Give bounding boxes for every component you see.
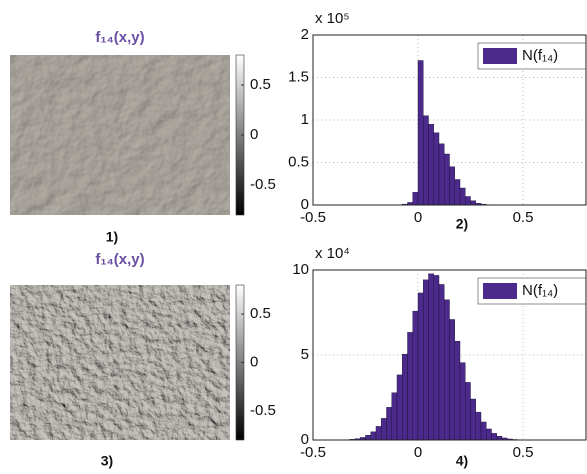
y-tick-label: 0 [301, 196, 309, 213]
y-tick-label: 2 [301, 26, 309, 43]
histogram-bar [449, 166, 455, 206]
histogram-bar [465, 382, 471, 441]
histogram-bar [428, 124, 434, 206]
histogram-bar [496, 436, 503, 441]
histogram-bar [444, 299, 450, 441]
axes-frame [312, 34, 587, 206]
histogram-bar [423, 115, 429, 206]
histogram-bar [433, 132, 440, 206]
histogram-bar [433, 275, 440, 441]
y-tick-label: 1 [301, 111, 309, 128]
histogram-bar [444, 153, 450, 206]
histogram-bar [438, 143, 445, 206]
histogram-bar [402, 353, 408, 441]
panel-label: 2) [456, 216, 468, 232]
histogram-bar [438, 284, 445, 441]
colorbar-tick-label: 0 [250, 126, 258, 143]
histogram-bar [407, 332, 413, 441]
legend-label: N(f₁₄) [522, 282, 558, 299]
histogram-bar [391, 392, 398, 441]
x-tick-label: -0.5 [300, 209, 326, 226]
panel-label: 4) [456, 453, 468, 469]
x-tick-label: 0.5 [513, 444, 534, 461]
panel-label: 1) [106, 229, 118, 245]
histogram-bar [381, 418, 387, 441]
colorbar-tick-label: -0.5 [250, 402, 276, 419]
x-tick-label: 0.5 [513, 209, 534, 226]
y-tick-label: 10 [292, 261, 309, 278]
x-tick-label: 0 [414, 444, 422, 461]
y-tick-label: 5 [301, 346, 309, 363]
colorbar-tick-label: 0.5 [250, 305, 271, 322]
surface-image [10, 55, 230, 215]
histogram-bar [417, 60, 424, 206]
legend-swatch [483, 283, 517, 299]
histogram-bar [491, 433, 497, 441]
colorbar-tick-label: 0 [250, 353, 258, 370]
y-multiplier: x 10⁴ [315, 245, 350, 262]
axes-frame [312, 269, 587, 441]
histogram-bar [480, 421, 487, 441]
y-tick-label: 0 [301, 431, 309, 448]
histogram-bar [449, 319, 455, 441]
y-multiplier: x 10⁵ [315, 10, 350, 27]
histogram-bar [459, 187, 466, 206]
surface-image [10, 285, 230, 440]
panel-title: f₁₄(x,y) [95, 29, 144, 46]
histogram-bar [386, 407, 392, 441]
histogram-bar [396, 374, 403, 441]
histogram-bar [417, 292, 424, 441]
histogram-bar [459, 362, 466, 441]
histogram-bar [423, 279, 429, 441]
colorbar-tick-label: 0.5 [250, 76, 271, 93]
y-tick-label: 0.5 [288, 153, 309, 170]
panel-title: f₁₄(x,y) [95, 251, 144, 268]
legend-swatch [483, 48, 517, 64]
histogram-bar [412, 310, 419, 441]
histogram-bar [454, 179, 461, 206]
histogram-bar [475, 411, 482, 441]
histogram-bar [470, 200, 476, 206]
x-tick-label: 0 [414, 209, 422, 226]
histogram-bar [428, 273, 434, 441]
colorbar-tick-label: -0.5 [250, 176, 276, 193]
legend-label: N(f₁₄) [522, 47, 558, 64]
histogram-bar [465, 196, 471, 206]
y-tick-label: 1.5 [288, 68, 309, 85]
x-tick-label: -0.5 [300, 444, 326, 461]
histogram-bar [454, 341, 461, 441]
histogram-bar [412, 192, 419, 206]
panel-label: 3) [101, 453, 113, 469]
histogram-bar [375, 426, 382, 441]
histogram-bar [365, 435, 371, 441]
histogram-bar [470, 398, 476, 441]
histogram-bar [486, 428, 492, 441]
legend-box [477, 42, 587, 70]
histogram-bar [370, 431, 377, 441]
